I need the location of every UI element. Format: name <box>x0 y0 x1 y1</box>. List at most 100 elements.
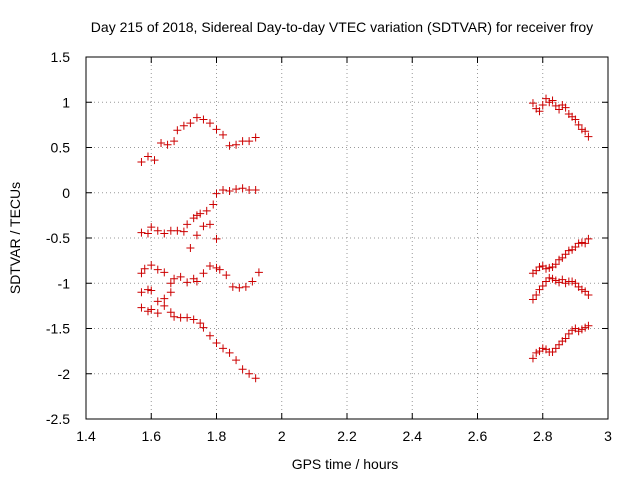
data-point <box>147 261 156 270</box>
data-point <box>561 250 570 259</box>
data-point <box>143 229 152 238</box>
y-axis-label: SDTVAR / TECUs <box>7 182 23 294</box>
data-point <box>212 189 221 198</box>
data-point <box>574 120 583 129</box>
axis-ticks <box>85 56 609 420</box>
data-point <box>535 107 544 116</box>
data-point <box>577 238 586 247</box>
data-point <box>535 262 544 271</box>
series-track-2b <box>186 220 221 252</box>
data-point <box>571 115 580 124</box>
data-point <box>179 227 188 236</box>
y-tick-label: 1.5 <box>51 49 71 65</box>
data-point <box>551 101 560 110</box>
data-point <box>545 273 554 282</box>
x-tick-label: 1.4 <box>76 428 96 444</box>
data-point <box>170 312 179 321</box>
data-point <box>219 186 228 195</box>
data-point <box>238 184 247 193</box>
data-point <box>538 344 547 353</box>
x-tick-label: 2 <box>278 428 286 444</box>
x-tick-label: 2.8 <box>533 428 553 444</box>
data-point <box>212 125 221 134</box>
data-point <box>205 220 214 229</box>
data-point <box>176 272 185 281</box>
data-point <box>166 308 175 317</box>
data-point <box>137 228 146 237</box>
data-point <box>564 246 573 255</box>
data-point <box>532 266 541 275</box>
series-track-6 <box>528 94 593 141</box>
data-point <box>558 275 567 284</box>
data-point <box>147 223 156 232</box>
data-point <box>232 140 241 149</box>
data-point <box>581 287 590 296</box>
data-point <box>581 127 590 136</box>
data-point <box>153 226 162 235</box>
data-point <box>140 264 149 273</box>
data-point <box>245 137 254 146</box>
data-point <box>251 374 260 383</box>
data-point <box>555 105 564 114</box>
data-point <box>251 186 260 195</box>
data-point <box>219 130 228 139</box>
data-point <box>192 113 201 122</box>
data-point <box>555 340 564 349</box>
data-point <box>153 265 162 274</box>
data-point <box>574 327 583 336</box>
data-point <box>248 277 257 286</box>
data-point <box>219 344 228 353</box>
series-track-9 <box>528 321 593 363</box>
data-point <box>160 229 169 238</box>
data-point <box>160 301 169 310</box>
data-point <box>551 276 560 285</box>
data-point <box>238 365 247 374</box>
data-point <box>205 262 214 271</box>
series-track-7 <box>528 234 593 278</box>
data-point <box>160 294 169 303</box>
data-point <box>186 243 195 252</box>
data-point <box>225 348 234 357</box>
data-point <box>225 141 234 150</box>
data-point <box>538 100 547 109</box>
tick-labels: 1.4 1.6 1.8 2 2.2 2.4 2.6 2.8 3 1.5 1 0.5 0 -0.5 -1 -1.… <box>46 49 612 444</box>
grid-lines <box>86 57 608 419</box>
data-point <box>166 279 175 288</box>
y-tick-label: -1 <box>58 275 71 291</box>
data-point <box>555 255 564 264</box>
data-point <box>561 103 570 112</box>
data-point <box>143 307 152 316</box>
data-point <box>147 305 156 314</box>
data-point <box>241 282 250 291</box>
data-point <box>528 295 537 304</box>
data-point <box>558 253 567 262</box>
data-markers <box>137 94 593 383</box>
data-point <box>202 206 211 215</box>
data-point <box>545 98 554 107</box>
data-point <box>571 243 580 252</box>
data-point <box>225 186 234 195</box>
data-point <box>254 268 263 277</box>
data-point <box>228 282 237 291</box>
data-point <box>205 331 214 340</box>
data-point <box>542 277 551 286</box>
data-point <box>212 263 221 272</box>
series-track-5 <box>137 301 260 383</box>
data-point <box>581 239 590 248</box>
data-point <box>179 121 188 130</box>
data-point <box>196 209 205 218</box>
data-point <box>147 286 156 295</box>
x-tick-label: 1.6 <box>142 428 162 444</box>
y-tick-label: 0 <box>62 185 70 201</box>
data-point <box>581 323 590 332</box>
y-tick-label: 0.5 <box>51 140 71 156</box>
x-tick-label: 2.4 <box>403 428 423 444</box>
data-point <box>528 99 537 108</box>
data-point <box>150 156 159 165</box>
data-point <box>532 291 541 300</box>
series-track-2 <box>137 184 260 238</box>
data-point <box>199 115 208 124</box>
data-point <box>528 354 537 363</box>
data-point <box>137 303 146 312</box>
